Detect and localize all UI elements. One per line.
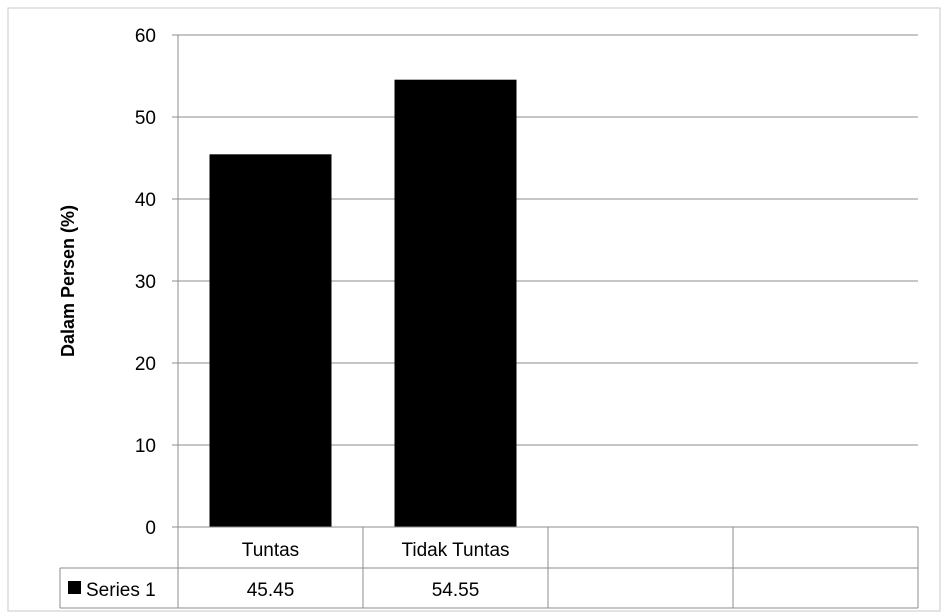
y-axis-ticks: 0 10 20 30 40 50 60 — [135, 26, 156, 539]
bars — [210, 80, 517, 527]
y-tick-label: 30 — [135, 272, 156, 293]
category-label: Tuntas — [242, 540, 299, 561]
bar-0 — [210, 154, 332, 527]
data-label: 54.55 — [432, 580, 480, 601]
bar-1 — [395, 80, 517, 527]
y-tick-label: 50 — [135, 108, 156, 129]
y-tick-label: 60 — [135, 26, 156, 47]
category-label: Tidak Tuntas — [401, 540, 509, 561]
y-tick-label: 20 — [135, 354, 156, 375]
y-tick-label: 40 — [135, 190, 156, 211]
data-table: Tuntas 45.45 Tidak Tuntas 54.55 Series 1 — [60, 527, 918, 608]
y-axis-label: Dalam Persen (%) — [58, 205, 78, 357]
data-label: 45.45 — [247, 580, 295, 601]
legend-swatch — [68, 581, 81, 594]
legend-series-name: Series 1 — [86, 580, 156, 601]
y-tick-label: 10 — [135, 436, 156, 457]
y-tick-label: 0 — [145, 518, 156, 539]
